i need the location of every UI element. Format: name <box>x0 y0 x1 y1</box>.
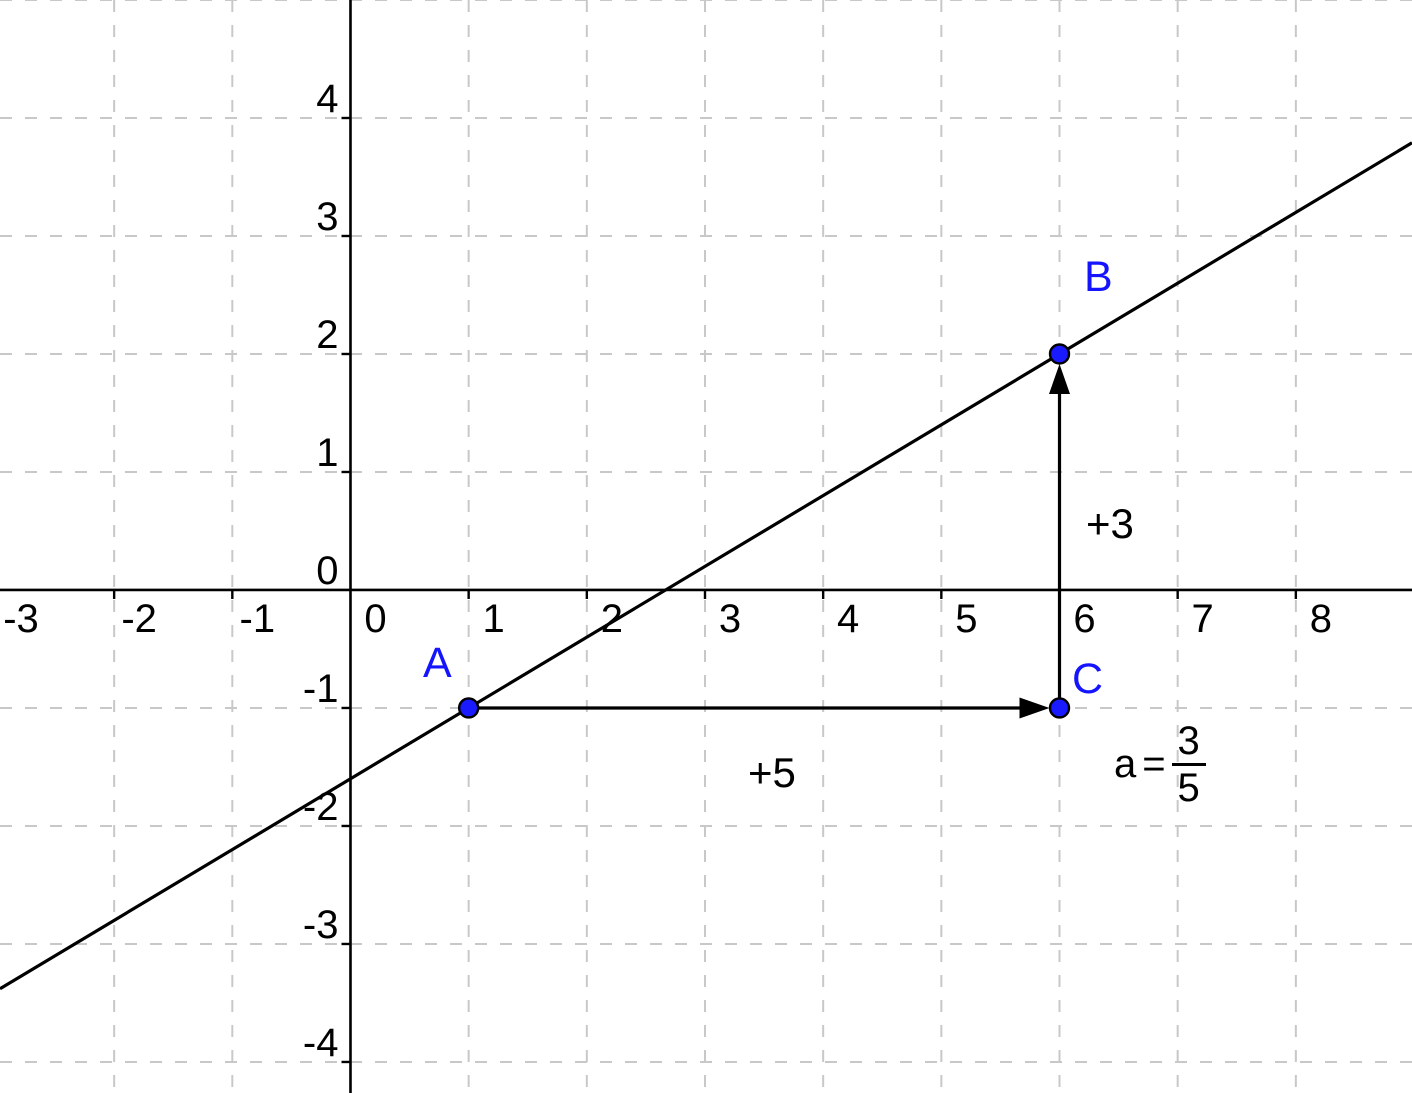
x-tick-label: 7 <box>1192 597 1214 641</box>
y-tick-label: 0 <box>316 549 338 593</box>
point-label-a[interactable]: A <box>423 639 452 687</box>
fraction-bar <box>1171 763 1206 766</box>
x-tick-label: -2 <box>121 597 157 641</box>
x-tick-label: 8 <box>1310 597 1332 641</box>
slope-fraction: 3 5 <box>1171 719 1206 810</box>
x-tick-label: -3 <box>3 597 39 641</box>
fraction-numerator: 3 <box>1177 719 1200 763</box>
equals-sign: = <box>1142 742 1166 786</box>
rise-label: +3 <box>1086 500 1134 547</box>
x-tick-label: 3 <box>719 597 741 641</box>
y-tick-label: -3 <box>303 903 339 947</box>
slope-symbol: a <box>1114 742 1137 786</box>
y-tick-label: 2 <box>316 313 338 357</box>
point-a[interactable] <box>457 697 480 719</box>
y-tick-label: 4 <box>316 77 338 121</box>
y-tick-label: 3 <box>316 195 338 239</box>
x-tick-label: 5 <box>955 597 977 641</box>
point-c[interactable] <box>1048 697 1071 719</box>
x-tick-label: 1 <box>483 597 505 641</box>
run-arrow-head <box>1019 697 1050 719</box>
y-tick-label: -1 <box>303 667 339 711</box>
rise-arrow-head <box>1049 363 1071 394</box>
x-tick-label: 6 <box>1073 597 1095 641</box>
point-b[interactable] <box>1048 343 1071 365</box>
graph-line[interactable] <box>0 141 1412 991</box>
point-label-c[interactable]: C <box>1072 655 1104 703</box>
x-tick-label: 2 <box>601 597 623 641</box>
y-tick-label: -4 <box>303 1021 339 1065</box>
run-label: +5 <box>748 749 796 796</box>
slope-annotation: a = 3 5 <box>1114 719 1206 810</box>
x-tick-label: -1 <box>240 597 276 641</box>
point-label-b[interactable]: B <box>1084 253 1113 301</box>
x-tick-label: 0 <box>364 597 386 641</box>
fraction-denominator: 5 <box>1177 766 1200 810</box>
y-tick-label: -2 <box>303 785 339 829</box>
x-tick-label: 4 <box>837 597 859 641</box>
y-tick-label: 1 <box>316 431 338 475</box>
